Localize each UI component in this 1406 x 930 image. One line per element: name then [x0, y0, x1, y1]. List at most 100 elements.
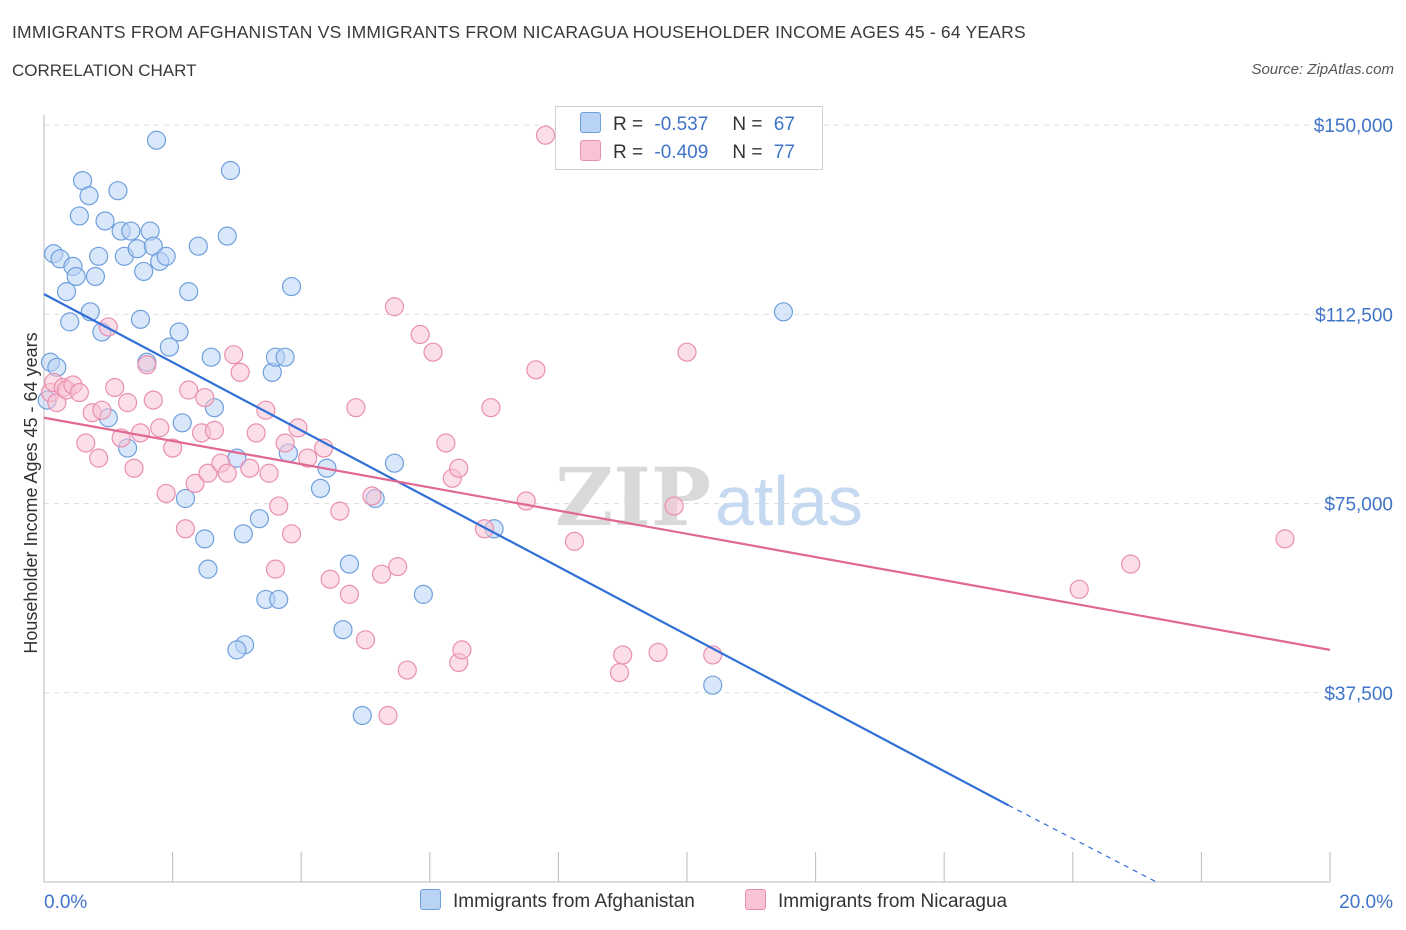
n-value: 67	[773, 114, 795, 135]
nicaragua-point	[410, 324, 430, 345]
afghanistan-point	[188, 236, 208, 256]
nicaragua-point	[664, 496, 684, 516]
nicaragua-point	[371, 564, 392, 584]
nicaragua-point	[217, 463, 237, 483]
afghanistan-point	[89, 246, 109, 266]
afghanistan-point	[56, 282, 77, 302]
nicaragua-point	[320, 569, 340, 589]
nicaragua-point	[564, 531, 585, 551]
afghanistan-legend-label: Immigrants from Afghanistan	[453, 891, 695, 912]
r-value: -0.537	[654, 114, 709, 135]
n-label: N =	[732, 114, 763, 135]
nicaragua-point	[224, 345, 244, 365]
y-tick-label: $75,000	[1324, 495, 1393, 516]
nicaragua-point	[330, 501, 350, 521]
legend-item-nicaragua: Immigrants from Nicaragua	[745, 889, 1007, 913]
n-label: N =	[732, 142, 763, 163]
nicaragua-point	[175, 519, 196, 539]
y-tick-label: $37,500	[1324, 684, 1393, 705]
afghanistan-point	[201, 347, 221, 367]
legend-item-afghanistan: Immigrants from Afghanistan	[420, 889, 695, 913]
legend-row-afghanistan: R = -0.537 N = 67	[580, 112, 795, 138]
n-value: 77	[773, 142, 795, 163]
nicaragua-point	[198, 463, 218, 483]
chart-title: IMMIGRANTS FROM AFGHANISTAN VS IMMIGRANT…	[12, 22, 1026, 42]
afghanistan-point	[333, 620, 353, 640]
nicaragua-point	[124, 458, 144, 478]
nicaragua-point	[452, 640, 472, 660]
nicaragua-point	[105, 377, 125, 398]
nicaragua-point	[281, 524, 302, 544]
nicaragua-trend-line	[43, 416, 1331, 651]
nicaragua-point	[137, 355, 157, 375]
nicaragua-point	[388, 557, 408, 577]
afghanistan-point	[773, 302, 794, 322]
nicaragua-point	[346, 398, 366, 418]
nicaragua-point	[130, 423, 151, 443]
nicaragua-point	[89, 448, 109, 468]
nicaragua-point	[117, 393, 138, 413]
afghanistan-point	[217, 226, 237, 246]
afghanistan-point	[269, 589, 289, 610]
afghanistan-point	[156, 246, 176, 266]
nicaragua-point	[298, 448, 318, 468]
legend-row-nicaragua: R = -0.409 N = 77	[580, 140, 795, 166]
x-tick-label: 0.0%	[44, 892, 87, 913]
afghanistan-point	[121, 221, 141, 241]
afghanistan-point	[79, 186, 99, 206]
afghanistan-point	[281, 276, 302, 297]
nicaragua-point	[150, 418, 170, 438]
source-credit: Source: ZipAtlas.com	[1251, 61, 1394, 78]
nicaragua-point	[355, 630, 376, 650]
nicaragua-point	[481, 398, 501, 418]
nicaragua-point	[265, 559, 286, 579]
nicaragua-point	[535, 125, 556, 145]
nicaragua-point	[156, 483, 176, 504]
nicaragua-point	[378, 705, 398, 726]
nicaragua-point	[163, 438, 183, 458]
afghanistan-trend-extension	[1008, 804, 1157, 883]
nicaragua-point	[240, 458, 260, 478]
afghanistan-point	[384, 453, 405, 473]
afghanistan-point	[233, 524, 253, 544]
nicaragua-point	[275, 433, 295, 453]
nicaragua-points	[40, 125, 1295, 726]
y-tick-labels: $37,500 $75,000 $112,500 $150,000	[1314, 116, 1393, 705]
nicaragua-point	[269, 496, 289, 516]
nicaragua-point	[143, 390, 163, 410]
r-label: R =	[613, 114, 644, 135]
y-tick-label: $112,500	[1315, 305, 1393, 326]
afghanistan-point	[134, 261, 154, 282]
afghanistan-point	[159, 337, 179, 357]
afghanistan-point	[127, 239, 147, 259]
afghanistan-point	[703, 675, 723, 695]
afghanistan-point	[169, 322, 189, 342]
afghanistan-point	[227, 640, 247, 660]
gridlines	[44, 124, 1330, 694]
y-tick-label: $150,000	[1314, 116, 1393, 137]
nicaragua-point	[195, 387, 215, 408]
afghanistan-point	[249, 509, 270, 529]
watermark-zip: ZIP	[555, 450, 711, 544]
afghanistan-point	[172, 413, 192, 433]
afghanistan-point	[175, 488, 196, 509]
r-value: -0.409	[654, 142, 709, 163]
nicaragua-point	[516, 491, 536, 511]
nicaragua-point	[677, 342, 697, 362]
nicaragua-point	[98, 317, 118, 337]
axes	[43, 115, 1331, 883]
afghanistan-point	[413, 584, 433, 604]
afghanistan-point	[352, 705, 372, 726]
afghanistan-legend-swatch	[420, 889, 441, 910]
nicaragua-point	[362, 486, 382, 506]
nicaragua-point	[230, 362, 250, 382]
nicaragua-point	[246, 423, 266, 443]
afghanistan-point	[85, 266, 106, 287]
nicaragua-point	[339, 584, 360, 604]
nicaragua-point	[526, 360, 546, 380]
x-tick-label: 20.0%	[1339, 892, 1393, 913]
trend-lines	[43, 293, 1331, 883]
nicaragua-point	[613, 645, 633, 665]
nicaragua-point	[449, 458, 469, 478]
